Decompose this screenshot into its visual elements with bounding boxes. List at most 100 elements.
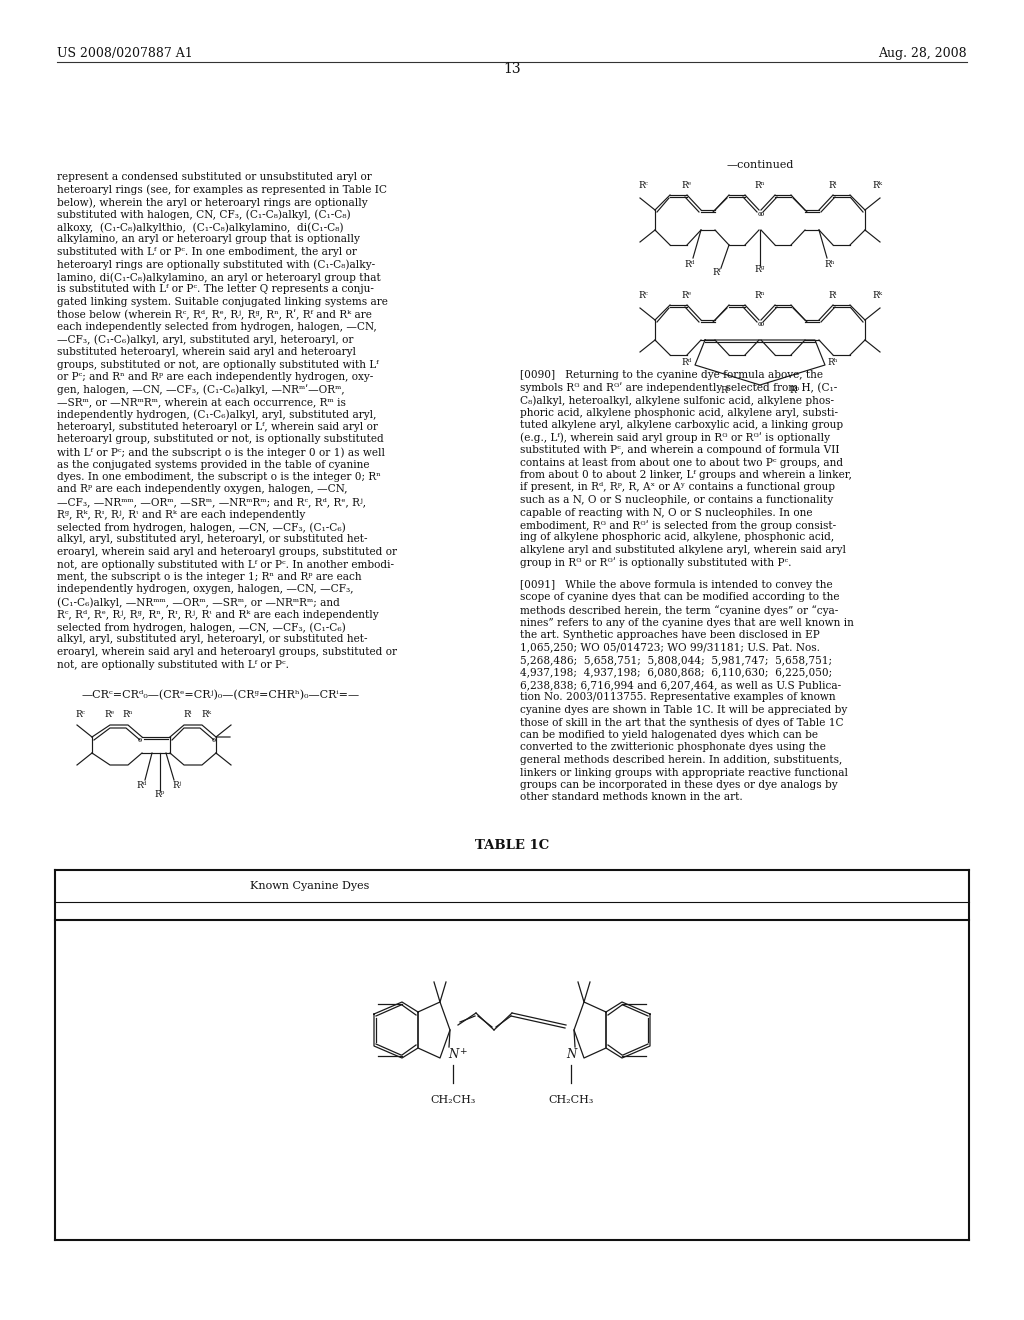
- Text: 4,937,198;  4,937,198;  6,080,868;  6,110,630;  6,225,050;: 4,937,198; 4,937,198; 6,080,868; 6,110,6…: [520, 668, 833, 677]
- Text: Rᵍ, Rᵏ, Rᶦ, Rʲ, Rᶥ and Rᵏ are each independently: Rᵍ, Rᵏ, Rᶦ, Rʲ, Rᶥ and Rᵏ are each indep…: [57, 510, 305, 520]
- Text: 1,065,250; WO 05/014723; WO 99/31181; U.S. Pat. Nos.: 1,065,250; WO 05/014723; WO 99/31181; U.…: [520, 643, 820, 652]
- Text: nines” refers to any of the cyanine dyes that are well known in: nines” refers to any of the cyanine dyes…: [520, 618, 854, 627]
- Text: each independently selected from hydrogen, halogen, —CN,: each independently selected from hydroge…: [57, 322, 377, 333]
- Text: dyes. In one embodiment, the subscript o is the integer 0; Rⁿ: dyes. In one embodiment, the subscript o…: [57, 473, 381, 482]
- Text: N: N: [447, 1048, 458, 1061]
- Text: groups, substituted or not, are optionally substituted with Lᶠ: groups, substituted or not, are optional…: [57, 359, 379, 370]
- Text: eroaryl, wherein said aryl and heteroaryl groups, substituted or: eroaryl, wherein said aryl and heteroary…: [57, 546, 397, 557]
- Text: —SRᵐ, or —NRᵐRᵐ, wherein at each occurrence, Rᵐ is: —SRᵐ, or —NRᵐRᵐ, wherein at each occurre…: [57, 397, 346, 407]
- Text: converted to the zwitterionic phosphonate dyes using the: converted to the zwitterionic phosphonat…: [520, 742, 826, 752]
- Text: alkyl, aryl, substituted aryl, heteroaryl, or substituted het-: alkyl, aryl, substituted aryl, heteroary…: [57, 535, 368, 544]
- Text: US 2008/0207887 A1: US 2008/0207887 A1: [57, 48, 193, 59]
- Text: from about 0 to about 2 linker, Lᶠ groups and wherein a linker,: from about 0 to about 2 linker, Lᶠ group…: [520, 470, 852, 480]
- Text: 6,238,838; 6,716,994 and 6,207,464, as well as U.S Publica-: 6,238,838; 6,716,994 and 6,207,464, as w…: [520, 680, 841, 690]
- Text: gated linking system. Suitable conjugated linking systems are: gated linking system. Suitable conjugate…: [57, 297, 388, 308]
- Text: cyanine dyes are shown in Table 1C. It will be appreciated by: cyanine dyes are shown in Table 1C. It w…: [520, 705, 847, 715]
- Text: CH₂CH₃: CH₂CH₃: [430, 1096, 476, 1105]
- Text: 5,268,486;  5,658,751;  5,808,044;  5,981,747;  5,658,751;: 5,268,486; 5,658,751; 5,808,044; 5,981,7…: [520, 655, 831, 665]
- Text: alkyl, aryl, substituted aryl, heteroaryl, or substituted het-: alkyl, aryl, substituted aryl, heteroary…: [57, 635, 368, 644]
- Text: alkoxy,  (C₁-C₈)alkylthio,  (C₁-C₈)alkylamino,  di(C₁-C₈): alkoxy, (C₁-C₈)alkylthio, (C₁-C₈)alkylam…: [57, 222, 343, 232]
- Text: symbols Rᴳ and Rᴳʹ are independently selected from H, (C₁-: symbols Rᴳ and Rᴳʹ are independently sel…: [520, 383, 838, 393]
- Text: embodiment, Rᴳ and Rᴳʹ is selected from the group consist-: embodiment, Rᴳ and Rᴳʹ is selected from …: [520, 520, 837, 531]
- Text: heteroaryl group, substituted or not, is optionally substituted: heteroaryl group, substituted or not, is…: [57, 434, 384, 445]
- Text: those of skill in the art that the synthesis of dyes of Table 1C: those of skill in the art that the synth…: [520, 718, 844, 727]
- Text: ment, the subscript o is the integer 1; Rⁿ and Rᵖ are each: ment, the subscript o is the integer 1; …: [57, 572, 361, 582]
- Text: o: o: [212, 737, 216, 744]
- Text: N: N: [566, 1048, 577, 1061]
- Text: lamino, di(C₁-C₈)alkylamino, an aryl or heteroaryl group that: lamino, di(C₁-C₈)alkylamino, an aryl or …: [57, 272, 381, 282]
- Text: if present, in Rᵈ, Rᵖ, R, Aˣ or Aʸ contains a functional group: if present, in Rᵈ, Rᵖ, R, Aˣ or Aʸ conta…: [520, 483, 835, 492]
- Text: (C₁-C₆)alkyl, —NRᵐᵐ, —ORᵐ, —SRᵐ, or —NRᵐRᵐ; and: (C₁-C₆)alkyl, —NRᵐᵐ, —ORᵐ, —SRᵐ, or —NRᵐ…: [57, 597, 340, 607]
- Text: o: o: [758, 210, 762, 218]
- Text: Rᵖ: Rᵖ: [155, 789, 165, 799]
- Text: o: o: [760, 210, 764, 218]
- Text: substituted heteroaryl, wherein said aryl and heteroaryl: substituted heteroaryl, wherein said ary…: [57, 347, 356, 356]
- Text: Rᵉ: Rᵉ: [682, 290, 692, 300]
- Text: tion No. 2003/0113755. Representative examples of known: tion No. 2003/0113755. Representative ex…: [520, 693, 836, 702]
- Text: substituted with Lᶠ or Pᶜ. In one embodiment, the aryl or: substituted with Lᶠ or Pᶜ. In one embodi…: [57, 247, 357, 257]
- Text: contains at least from about one to about two Pᶜ groups, and: contains at least from about one to abou…: [520, 458, 843, 467]
- Text: alkylene aryl and substituted alkylene aryl, wherein said aryl: alkylene aryl and substituted alkylene a…: [520, 545, 846, 554]
- Text: tuted alkylene aryl, alkylene carboxylic acid, a linking group: tuted alkylene aryl, alkylene carboxylic…: [520, 420, 843, 430]
- Text: Rⁿ: Rⁿ: [755, 181, 765, 190]
- Text: Rᵏ: Rᵏ: [201, 710, 211, 719]
- Text: and Rᵖ are each independently oxygen, halogen, —CN,: and Rᵖ are each independently oxygen, ha…: [57, 484, 347, 495]
- Text: Rᵏ: Rᵏ: [872, 290, 882, 300]
- Text: (e.g., Lᶠ), wherein said aryl group in Rᴳ or Rᴳʹ is optionally: (e.g., Lᶠ), wherein said aryl group in R…: [520, 433, 830, 444]
- Text: Rᶜ: Rᶜ: [638, 181, 648, 190]
- Text: Rʲ: Rʲ: [172, 781, 181, 789]
- Text: 13: 13: [503, 62, 521, 77]
- Text: Rᶠ: Rᶠ: [721, 385, 729, 395]
- Text: Rʰ: Rʰ: [824, 260, 836, 269]
- Text: —CRᶜ=CRᵈ₀—(CRᵉ=CRʲ)₀—(CRᵍ=CHRʰ)₀—CRⁱ=—: —CRᶜ=CRᵈ₀—(CRᵉ=CRʲ)₀—(CRᵍ=CHRʰ)₀—CRⁱ=—: [82, 690, 360, 701]
- Text: ing of alkylene phosphoric acid, alkylene, phosphonic acid,: ing of alkylene phosphoric acid, alkylen…: [520, 532, 835, 543]
- Text: with Lᶠ or Pᶜ; and the subscript o is the integer 0 or 1) as well: with Lᶠ or Pᶜ; and the subscript o is th…: [57, 447, 385, 458]
- Text: Rᵈ: Rᵈ: [682, 358, 692, 367]
- Text: or Pᶜ; and Rⁿ and Rᵖ are each independently hydrogen, oxy-: or Pᶜ; and Rⁿ and Rᵖ are each independen…: [57, 372, 374, 381]
- Text: Rⁱ: Rⁱ: [828, 181, 838, 190]
- Text: heteroaryl rings (see, for examples as represented in Table IC: heteroaryl rings (see, for examples as r…: [57, 185, 387, 195]
- Text: Rᶜ, Rᵈ, Rᵉ, Rʲ, Rᵍ, Rⁿ, Rᶦ, Rʲ, Rᶥ and Rᵏ are each independently: Rᶜ, Rᵈ, Rᵉ, Rʲ, Rᵍ, Rⁿ, Rᶦ, Rʲ, Rᶥ and R…: [57, 610, 379, 619]
- Text: general methods described herein. In addition, substituents,: general methods described herein. In add…: [520, 755, 843, 766]
- Text: independently hydrogen, (C₁-C₆)alkyl, aryl, substituted aryl,: independently hydrogen, (C₁-C₆)alkyl, ar…: [57, 409, 377, 420]
- Text: as the conjugated systems provided in the table of cyanine: as the conjugated systems provided in th…: [57, 459, 370, 470]
- Text: o: o: [758, 319, 762, 327]
- Text: Rᶢ: Rᶢ: [755, 265, 765, 275]
- Text: scope of cyanine dyes that can be modified according to the: scope of cyanine dyes that can be modifi…: [520, 593, 840, 602]
- Text: the art. Synthetic approaches have been disclosed in EP: the art. Synthetic approaches have been …: [520, 630, 820, 640]
- Text: C₈)alkyl, heteroalkyl, alkylene sulfonic acid, alkylene phos-: C₈)alkyl, heteroalkyl, alkylene sulfonic…: [520, 395, 834, 405]
- Text: Rᶜ: Rᶜ: [75, 710, 85, 719]
- Text: Rᵏ: Rᵏ: [872, 181, 882, 190]
- Text: selected from hydrogen, halogen, —CN, —CF₃, (C₁-C₆): selected from hydrogen, halogen, —CN, —C…: [57, 521, 346, 532]
- Text: is substituted with Lᶠ or Pᶜ. The letter Q represents a conju-: is substituted with Lᶠ or Pᶜ. The letter…: [57, 285, 374, 294]
- Text: linkers or linking groups with appropriate reactive functional: linkers or linking groups with appropria…: [520, 767, 848, 777]
- Text: gen, halogen, —CN, —CF₃, (C₁-C₆)alkyl, —NRᵐʹ—ORᵐ,: gen, halogen, —CN, —CF₃, (C₁-C₆)alkyl, —…: [57, 384, 345, 395]
- Text: Known Cyanine Dyes: Known Cyanine Dyes: [250, 880, 370, 891]
- Text: can be modified to yield halogenated dyes which can be: can be modified to yield halogenated dye…: [520, 730, 818, 741]
- Text: alkylamino, an aryl or heteroaryl group that is optionally: alkylamino, an aryl or heteroaryl group …: [57, 235, 359, 244]
- Text: Rᵉ: Rᵉ: [682, 181, 692, 190]
- Text: below), wherein the aryl or heteroaryl rings are optionally: below), wherein the aryl or heteroaryl r…: [57, 197, 368, 207]
- Text: Rᵈ: Rᵈ: [137, 781, 147, 789]
- Text: Rᶜ: Rᶜ: [638, 290, 648, 300]
- Text: such as a N, O or S nucleophile, or contains a functionality: such as a N, O or S nucleophile, or cont…: [520, 495, 834, 506]
- Text: Rⁱ: Rⁱ: [183, 710, 193, 719]
- Text: heteroaryl, substituted heteroaryl or Lᶠ, wherein said aryl or: heteroaryl, substituted heteroaryl or Lᶠ…: [57, 422, 378, 432]
- Text: Rⁱ: Rⁱ: [828, 290, 838, 300]
- Text: capable of reacting with N, O or S nucleophiles. In one: capable of reacting with N, O or S nucle…: [520, 507, 812, 517]
- Text: o: o: [760, 319, 764, 327]
- Text: substituted with halogen, CN, CF₃, (C₁-C₈)alkyl, (C₁-C₈): substituted with halogen, CN, CF₃, (C₁-C…: [57, 210, 350, 220]
- Text: [0090]   Returning to the cyanine dye formula above, the: [0090] Returning to the cyanine dye form…: [520, 370, 823, 380]
- Text: Rᶠ: Rᶠ: [713, 268, 721, 277]
- Text: CH₂CH₃: CH₂CH₃: [548, 1096, 594, 1105]
- Text: not, are optionally substituted with Lᶠ or Pᶜ.: not, are optionally substituted with Lᶠ …: [57, 660, 289, 669]
- Text: Aug. 28, 2008: Aug. 28, 2008: [879, 48, 967, 59]
- Text: Rᵈ: Rᵈ: [685, 260, 695, 269]
- Text: group in Rᴳ or Rᴳʹ is optionally substituted with Pᶜ.: group in Rᴳ or Rᴳʹ is optionally substit…: [520, 557, 792, 568]
- Text: —CF₃, (C₁-C₆)alkyl, aryl, substituted aryl, heteroaryl, or: —CF₃, (C₁-C₆)alkyl, aryl, substituted ar…: [57, 334, 353, 345]
- Text: Rⁿ: Rⁿ: [755, 290, 765, 300]
- Text: TABLE 1C: TABLE 1C: [475, 840, 549, 851]
- Text: substituted with Pᶜ, and wherein a compound of formula VII: substituted with Pᶜ, and wherein a compo…: [520, 445, 840, 455]
- Text: phoric acid, alkylene phosphonic acid, alkylene aryl, substi-: phoric acid, alkylene phosphonic acid, a…: [520, 408, 838, 417]
- Text: other standard methods known in the art.: other standard methods known in the art.: [520, 792, 742, 803]
